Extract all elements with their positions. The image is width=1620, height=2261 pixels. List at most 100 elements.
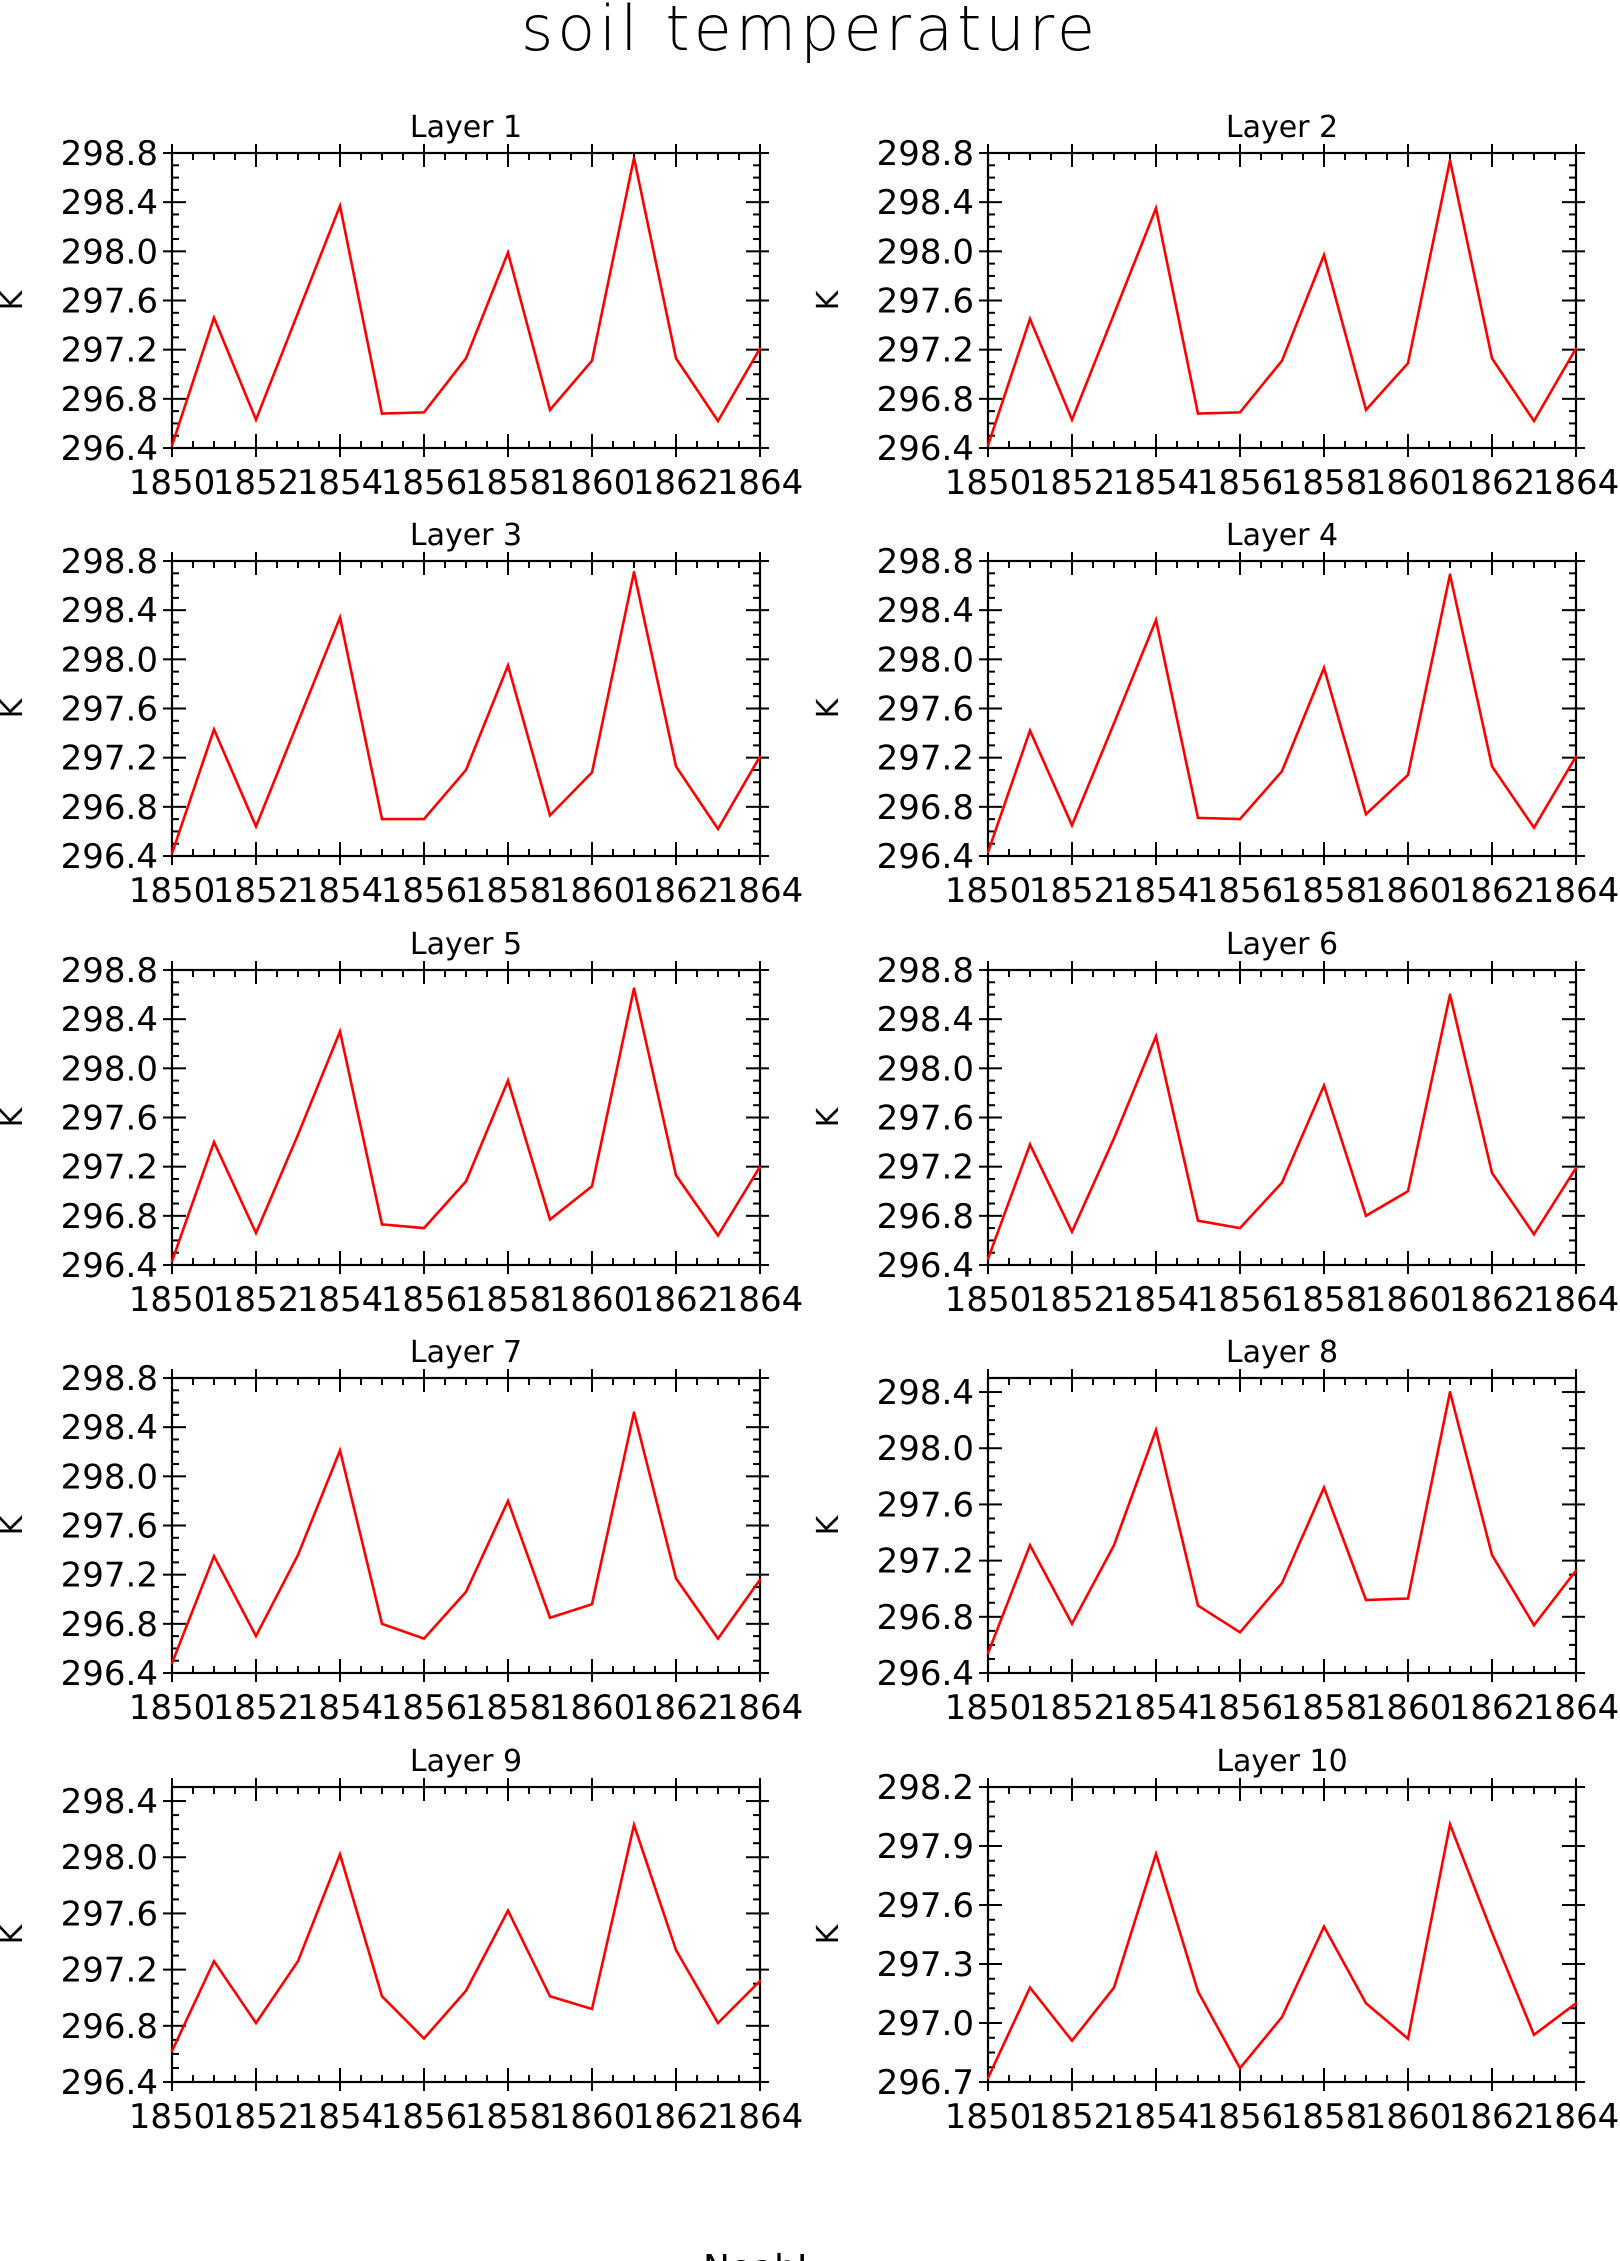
x-tick-label: 1852: [213, 871, 300, 911]
data-point: [1112, 1543, 1116, 1547]
y-axis-label: K: [0, 289, 30, 310]
data-point: [1070, 2039, 1074, 2042]
data-point: [632, 1411, 636, 1414]
x-tick-label: 1854: [297, 463, 384, 503]
data-point: [506, 251, 510, 254]
data-point: [590, 2007, 594, 2011]
y-tick-label: 297.6: [61, 282, 158, 322]
series-line: [170, 157, 762, 446]
x-tick-label: 1856: [381, 871, 468, 911]
y-tick-label: 298.0: [877, 1429, 974, 1469]
data-point: [506, 1499, 510, 1503]
y-tick-label: 298.4: [877, 591, 974, 631]
y-tick-label: 297.2: [877, 1148, 974, 1188]
x-tick-label: 1864: [717, 1280, 804, 1320]
data-point: [1112, 1986, 1116, 1989]
data-point: [254, 2021, 258, 2025]
data-point: [1322, 1084, 1326, 1087]
y-tick-label: 297.6: [61, 1894, 158, 1934]
y-tick-label: 296.7: [877, 2063, 974, 2103]
data-point: [464, 357, 468, 360]
y-axis-label: K: [811, 1923, 846, 1944]
y-tick-label: 297.6: [61, 1099, 158, 1139]
data-point: [422, 817, 426, 821]
y-tick-label: 297.6: [877, 690, 974, 730]
data-point: [464, 1989, 468, 1992]
data-point: [716, 419, 720, 423]
y-tick-label: 298.4: [877, 183, 974, 223]
panel-title: Layer 4: [1226, 518, 1338, 553]
data-point: [1154, 1035, 1158, 1038]
data-point: [1028, 729, 1032, 732]
data-point: [338, 616, 342, 619]
data-point: [254, 418, 258, 421]
data-point: [338, 204, 342, 208]
plot-frame: [170, 151, 762, 450]
y-tick-label: 297.6: [877, 1099, 974, 1139]
x-tick-label: 1858: [1281, 1280, 1368, 1320]
data-point: [548, 408, 552, 412]
x-tick-label: 1862: [633, 1280, 720, 1320]
x-tick-label: 1850: [129, 1280, 216, 1320]
data-point: [632, 156, 636, 160]
y-tick-label: 298.4: [61, 183, 158, 223]
x-tick-label: 1850: [129, 463, 216, 503]
data-point: [716, 1637, 720, 1640]
x-tick-label: 1858: [465, 1688, 552, 1728]
y-axis-label: K: [811, 1514, 846, 1535]
data-point: [1406, 1190, 1410, 1193]
x-tick-label: 1858: [465, 1280, 552, 1320]
data-point: [380, 1995, 384, 1998]
data-point: [632, 570, 636, 574]
data-point: [716, 827, 720, 831]
x-tick-label: 1854: [1113, 2097, 1200, 2137]
data-point: [1364, 408, 1368, 412]
x-tick-label: 1852: [1029, 1688, 1116, 1728]
data-point: [1280, 1581, 1284, 1585]
y-tick-label: 296.4: [61, 429, 158, 469]
y-tick-label: 296.4: [61, 1246, 158, 1286]
data-point: [380, 817, 384, 821]
y-tick-label: 298.0: [61, 640, 158, 680]
series-line: [986, 1819, 1577, 2079]
data-point: [212, 1140, 216, 1144]
y-tick-label: 298.0: [61, 232, 158, 272]
y-tick-label: 297.6: [877, 282, 974, 322]
data-point: [296, 311, 300, 314]
data-point: [338, 1030, 342, 1033]
panel-title: Layer 1: [410, 110, 522, 145]
x-tick-label: 1850: [129, 1688, 216, 1728]
data-point: [1364, 2002, 1368, 2005]
data-point: [1112, 1137, 1116, 1140]
y-tick-label: 298.8: [877, 542, 974, 582]
x-tick-label: 1860: [1365, 1688, 1452, 1728]
data-point: [1280, 359, 1284, 362]
y-tick-label: 297.6: [877, 1485, 974, 1525]
data-point: [170, 852, 174, 855]
data-point: [1196, 412, 1200, 415]
data-point: [1028, 1143, 1032, 1146]
data-point: [170, 1260, 174, 1263]
y-tick-label: 298.0: [877, 1049, 974, 1089]
y-tick-label: 297.2: [61, 739, 158, 779]
data-point: [548, 1218, 552, 1221]
x-tick-label: 1858: [465, 2097, 552, 2137]
data-point: [1322, 253, 1326, 257]
data-point: [1448, 1823, 1452, 1826]
data-point: [422, 1226, 426, 1230]
x-tick-label: 1862: [1449, 463, 1536, 503]
y-tick-label: 296.4: [877, 429, 974, 469]
panel-title: Layer 3: [410, 518, 522, 553]
y-tick-label: 296.4: [61, 2063, 158, 2103]
x-tick-label: 1856: [1197, 871, 1284, 911]
data-point: [1532, 2033, 1536, 2037]
data-point: [590, 359, 594, 362]
x-tick-label: 1856: [381, 463, 468, 503]
x-tick-label: 1860: [1365, 871, 1452, 911]
x-tick-label: 1856: [1197, 463, 1284, 503]
data-point: [1322, 1486, 1326, 1489]
x-tick-label: 1850: [129, 2097, 216, 2137]
x-tick-label: 1854: [1113, 1688, 1200, 1728]
